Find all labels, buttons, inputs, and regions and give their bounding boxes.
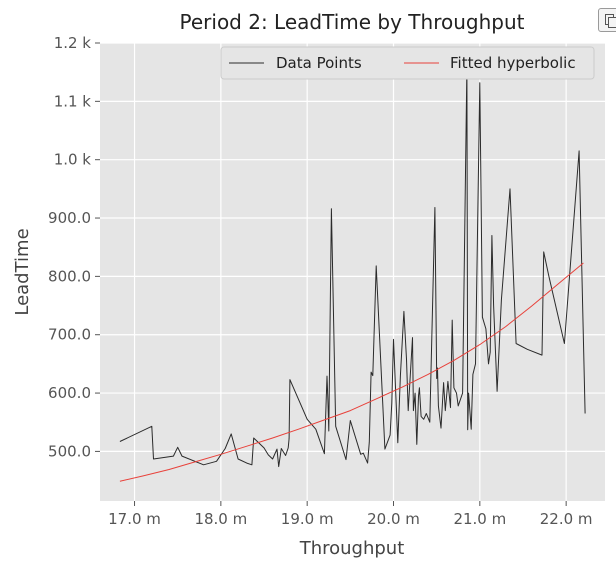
y-tick-label: 700.0 xyxy=(48,326,91,344)
x-tick-label: 22.0 m xyxy=(540,510,593,528)
y-tick-label: 800.0 xyxy=(48,267,91,285)
legend-label-data-points: Data Points xyxy=(276,54,362,72)
copy-icon-front xyxy=(608,17,616,28)
y-tick-label: 1.2 k xyxy=(54,34,92,52)
ticks: 17.0 m 18.0 m 19.0 m 20.0 m 21.0 m 22.0 m 500.… xyxy=(48,34,592,528)
y-axis-label: LeadTime xyxy=(12,228,33,315)
y-tick-label: 1.1 k xyxy=(54,92,92,110)
x-tick-label: 18.0 m xyxy=(194,510,247,528)
y-tick-label: 600.0 xyxy=(48,384,91,402)
legend-label-fitted-hyperbolic: Fitted hyperbolic xyxy=(450,54,576,72)
series xyxy=(119,65,586,482)
y-tick-label: 900.0 xyxy=(48,209,91,227)
grid xyxy=(100,42,605,501)
plot-background xyxy=(100,43,605,501)
x-tick-label: 21.0 m xyxy=(453,510,506,528)
y-tick-label: 1.0 k xyxy=(54,151,92,169)
x-tick-label: 19.0 m xyxy=(281,510,334,528)
x-axis-label: Throughput xyxy=(299,538,405,559)
legend: Data Points Fitted hyperbolic xyxy=(220,46,595,80)
x-tick-label: 20.0 m xyxy=(367,510,420,528)
copy-icon[interactable] xyxy=(598,8,616,32)
x-tick-label: 17.0 m xyxy=(108,510,161,528)
chart-title: Period 2: LeadTime by Throughput xyxy=(180,10,525,34)
y-tick-label: 500.0 xyxy=(48,442,91,460)
series-fitted-hyperbolic xyxy=(119,262,584,482)
